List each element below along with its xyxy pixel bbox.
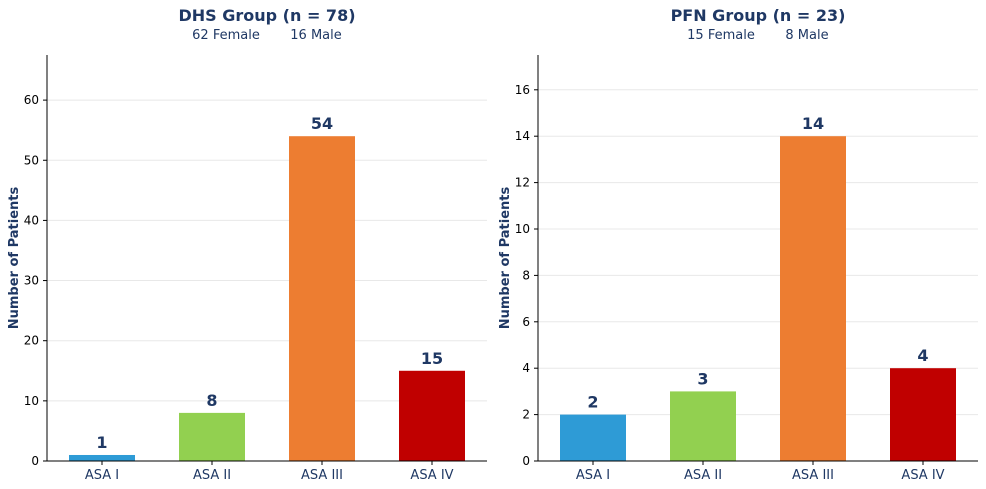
y-axis-label-dhs: Number of Patients	[7, 186, 22, 329]
data-label-dhs-1: 8	[206, 391, 217, 410]
subtitle-female-pfn: 15 Female	[687, 28, 755, 43]
y-tick-label-dhs-2: 20	[24, 334, 39, 348]
data-label-dhs-3: 15	[421, 349, 443, 368]
subtitle-male-dhs: 16 Male	[290, 28, 341, 43]
chart-title-dhs: DHS Group (n = 78)	[178, 6, 355, 25]
y-tick-label-pfn-3: 6	[522, 315, 530, 329]
data-label-dhs-0: 1	[96, 433, 107, 452]
bar-dhs-asa-iv	[399, 370, 465, 461]
x-tick-label-pfn-0: ASA I	[576, 468, 610, 483]
y-tick-label-dhs-4: 40	[24, 213, 39, 227]
y-tick-label-pfn-2: 4	[522, 361, 530, 375]
data-label-pfn-0: 2	[587, 393, 598, 412]
plot-area-pfn: 0 2 4 6 8 10 12 14 16 2 ASA I 3 ASA II 14 ASA III 4 ASA …	[515, 55, 978, 483]
y-tick-label-pfn-1: 2	[522, 408, 530, 422]
y-tick-label-dhs-5: 50	[24, 153, 39, 167]
y-tick-label-pfn-6: 12	[515, 176, 530, 190]
y-tick-label-dhs-3: 30	[24, 274, 39, 288]
y-tick-label-pfn-8: 16	[515, 83, 530, 97]
bar-pfn-asa-iii	[780, 136, 846, 461]
y-tick-label-pfn-7: 14	[515, 129, 530, 143]
x-tick-label-pfn-2: ASA III	[792, 468, 834, 483]
subtitle-male-pfn: 8 Male	[785, 28, 828, 43]
y-tick-label-pfn-4: 8	[522, 268, 530, 282]
x-tick-label-dhs-1: ASA II	[193, 468, 231, 483]
bar-pfn-asa-i	[560, 414, 626, 461]
y-tick-label-dhs-0: 0	[31, 454, 39, 468]
y-tick-label-dhs-6: 60	[24, 93, 39, 107]
data-label-pfn-2: 14	[802, 114, 824, 133]
bar-dhs-asa-ii	[179, 412, 245, 461]
y-tick-label-pfn-0: 0	[522, 454, 530, 468]
bar-dhs-asa-iii	[289, 136, 355, 461]
bar-pfn-asa-ii	[670, 391, 736, 461]
subtitle-female-dhs: 62 Female	[192, 28, 260, 43]
plot-area-dhs: 0 10 20 30 40 50 60 1 ASA I 8 ASA II 54 ASA III 15 ASA…	[24, 55, 487, 483]
bar-pfn-asa-iv	[890, 368, 956, 461]
data-label-pfn-1: 3	[697, 369, 708, 388]
data-label-pfn-3: 4	[917, 346, 928, 365]
x-tick-label-pfn-3: ASA IV	[901, 468, 944, 483]
y-tick-label-pfn-5: 10	[515, 222, 530, 236]
x-tick-label-dhs-3: ASA IV	[410, 468, 453, 483]
data-label-dhs-2: 54	[311, 114, 333, 133]
x-tick-label-dhs-0: ASA I	[85, 468, 119, 483]
bar-dhs-asa-i	[69, 454, 135, 461]
x-tick-label-dhs-2: ASA III	[301, 468, 343, 483]
y-axis-label-pfn: Number of Patients	[498, 186, 513, 329]
y-tick-label-dhs-1: 10	[24, 394, 39, 408]
x-tick-label-pfn-1: ASA II	[684, 468, 722, 483]
chart-title-pfn: PFN Group (n = 23)	[671, 6, 846, 25]
